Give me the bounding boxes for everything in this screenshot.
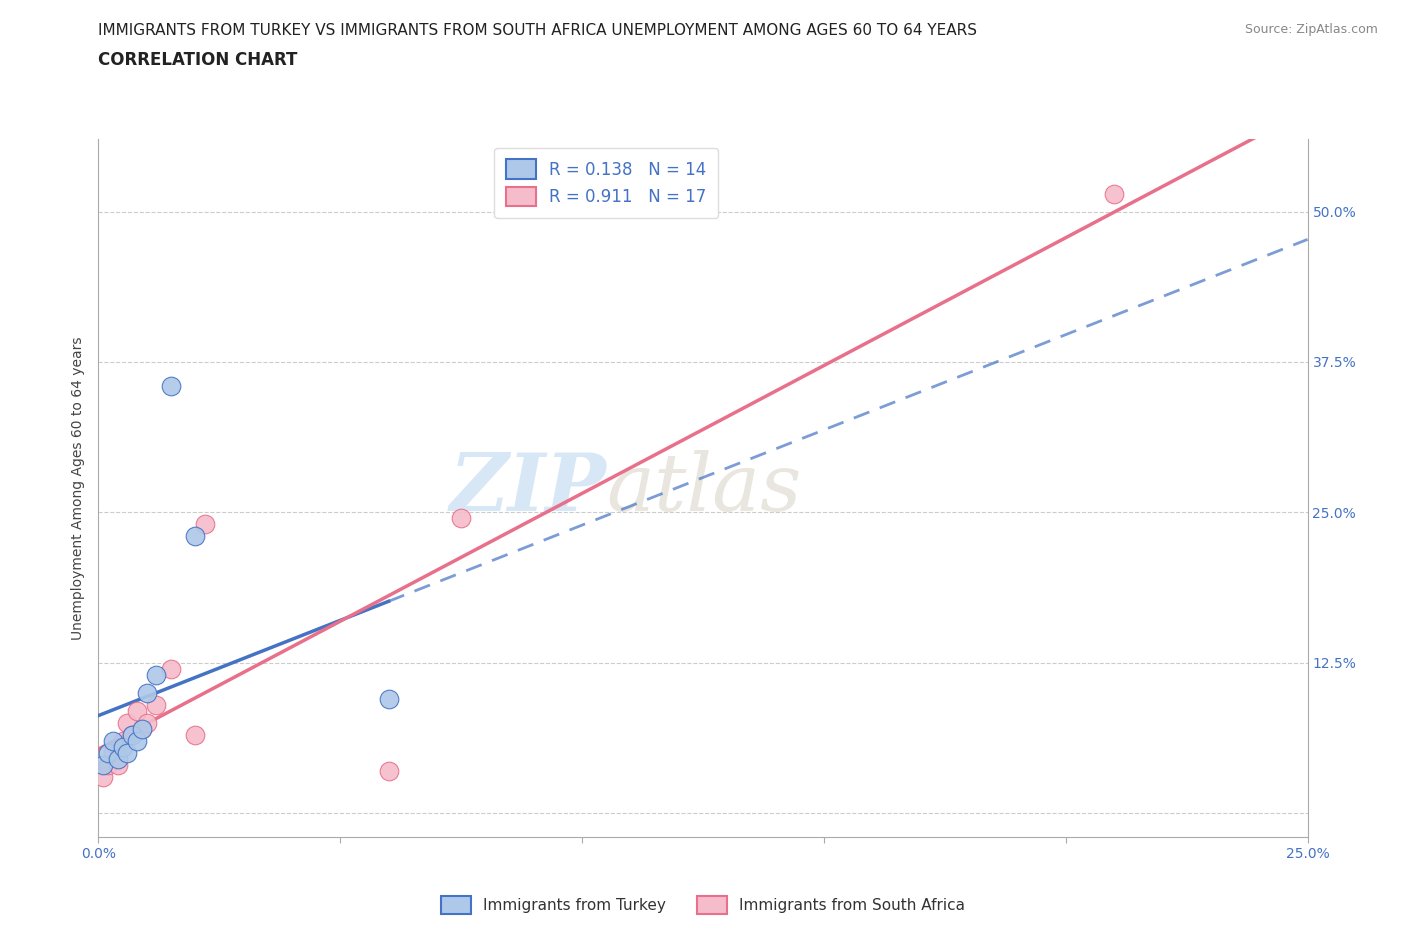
Y-axis label: Unemployment Among Ages 60 to 64 years: Unemployment Among Ages 60 to 64 years [72,337,86,640]
Point [194,517,217,532]
Point [127,703,149,718]
Point [145,667,167,682]
Point [184,727,207,742]
Text: atlas: atlas [606,449,801,527]
Point [135,715,157,730]
Point [97,757,120,772]
Point [450,511,472,525]
Point [101,745,124,760]
Point [91,769,114,784]
Text: IMMIGRANTS FROM TURKEY VS IMMIGRANTS FROM SOUTH AFRICA UNEMPLOYMENT AMONG AGES 6: IMMIGRANTS FROM TURKEY VS IMMIGRANTS FRO… [98,23,977,38]
Text: Source: ZipAtlas.com: Source: ZipAtlas.com [1244,23,1378,36]
Point [131,722,153,737]
Point [377,764,399,778]
Point [107,751,129,766]
Point [184,529,207,544]
Point [121,727,143,742]
Point [117,715,139,730]
Point [1102,186,1125,201]
Point [101,734,124,749]
Point [160,661,183,676]
Point [135,685,157,700]
Point [145,698,167,712]
Point [127,734,149,749]
Legend: Immigrants from Turkey, Immigrants from South Africa: Immigrants from Turkey, Immigrants from … [434,890,972,920]
Point [91,757,114,772]
Point [160,379,183,393]
Point [107,757,129,772]
Text: ZIP: ZIP [450,449,606,527]
Point [111,739,134,754]
Point [377,691,399,706]
Point [111,734,134,749]
Point [117,745,139,760]
Point [97,745,120,760]
Point [131,722,153,737]
Text: CORRELATION CHART: CORRELATION CHART [98,51,298,69]
Point [121,727,143,742]
